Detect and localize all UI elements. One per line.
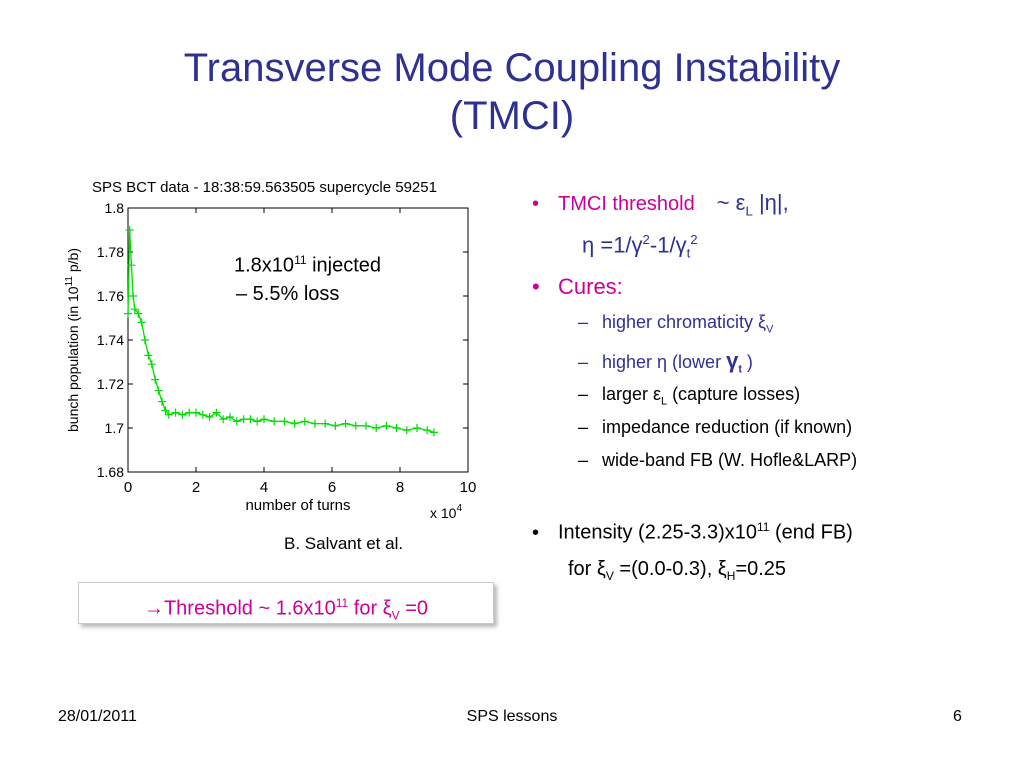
data-point [137,318,146,327]
x-tick-label: 6 [328,479,336,496]
data-point [124,309,132,318]
data-point [141,336,149,344]
x-multiplier-exp: 4 [456,503,462,514]
data-point [239,415,248,424]
data-point [402,426,411,435]
y-axis-label: bunch population (in 1011 p/b) [64,248,81,432]
data-point [331,421,340,430]
data-point [127,261,136,270]
data-point [321,419,330,428]
data-point [192,408,200,417]
data-point [134,309,143,318]
annotation-line-2: – 5.5% loss [236,282,340,305]
data-point [164,410,173,419]
data-point [171,408,180,417]
cure-chromaticity: – higher chromaticity ξV [578,312,774,336]
data-point [185,408,194,417]
chart-title: SPS BCT data - 18:38:59.563505 supercycl… [92,179,437,196]
footer-center: SPS lessons [466,708,558,725]
data-point [151,375,160,384]
bullet-tmci-threshold: • TMCI threshold ~ εL |η|, [532,190,789,219]
data-point [219,415,228,424]
data-point [423,426,432,435]
intensity-line-2: for ξV =(0.0-0.3), ξH=0.25 [568,558,787,583]
eta-formula: η =1/γ2-1/γt2 [582,232,698,261]
data-point [212,408,221,417]
y-label-tail: p/b) [65,248,81,276]
data-point [178,410,187,419]
bct-chart: SPS BCT data - 18:38:59.563505 supercycl… [64,179,477,521]
x-multiplier: x 104 [430,503,462,521]
data-point [382,421,391,430]
y-tick-label: 1.72 [97,376,124,392]
x-tick-label: 2 [192,479,200,496]
y-tick-label: 1.78 [97,244,124,260]
data-point [253,417,262,426]
x-tick-label: 10 [460,479,477,496]
y-tick-label: 1.7 [105,420,125,436]
data-point [430,428,438,437]
data-point [362,421,370,430]
data-point [341,419,350,428]
cure-wideband-fb: – wide-band FB (W. Hofle&LARP) [578,450,858,470]
footer-page-number: 6 [953,708,962,725]
x-tick-label: 4 [260,479,268,496]
data-point [205,413,214,421]
series-line [127,229,435,434]
chart-area: SPS BCT data - 18:38:59.563505 supercycl… [62,172,512,532]
data-point [270,417,279,426]
cure-larger-epsilon: – larger εL (capture losses) [578,384,801,408]
data-point [161,406,170,415]
data-point [290,419,299,428]
data-point [158,397,166,406]
data-point [198,410,207,419]
x-multiplier-base: x 10 [430,505,457,521]
data-point [300,417,309,426]
threshold-box: →Threshold ~ 1.6x1011 for ξV =0 [78,582,494,624]
data-point [232,417,241,426]
data-point [130,305,139,314]
cure-higher-eta: – higher η (lower γt ) [578,348,753,376]
cure-impedance: – impedance reduction (if known) [578,417,853,437]
data-point [260,415,268,424]
bullet-cures: • Cures: [532,274,623,299]
data-point [125,226,134,234]
footer-date: 28/01/2011 [58,708,137,725]
x-axis-label: number of turns [245,497,350,514]
data-point [147,360,156,369]
data-point [392,424,401,432]
x-tick-label: 8 [396,479,404,496]
x-tick-label: 0 [124,479,132,496]
title-line-1: Transverse Mode Coupling Instability [183,46,841,90]
bullet-intensity: • Intensity (2.25-3.3)x1011 (end FB) [532,520,853,544]
slide-title: Transverse Mode Coupling Instability (TM… [0,44,1024,140]
y-label-exp: 11 [64,276,75,287]
title-line-2: (TMCI) [449,94,575,138]
annotation-line-1: 1.8x1011 injected [234,253,382,277]
data-point [372,424,381,432]
data-point [351,421,360,430]
data-point [413,424,421,432]
data-point [129,292,138,300]
data-point [311,419,319,428]
y-tick-label: 1.68 [97,464,124,480]
chart-annotation: 1.8x1011 injected – 5.5% loss [230,246,386,308]
credit-text: B. Salvant et al. [284,534,404,553]
data-point [280,417,289,426]
data-point [226,413,234,421]
y-tick-label: 1.74 [97,332,124,348]
y-label-base: bunch population (in 10 [65,286,81,432]
data-point [154,386,163,395]
data-point [246,415,255,424]
y-tick-label: 1.76 [97,288,124,304]
data-point [144,351,153,360]
y-tick-label: 1.8 [105,200,125,216]
